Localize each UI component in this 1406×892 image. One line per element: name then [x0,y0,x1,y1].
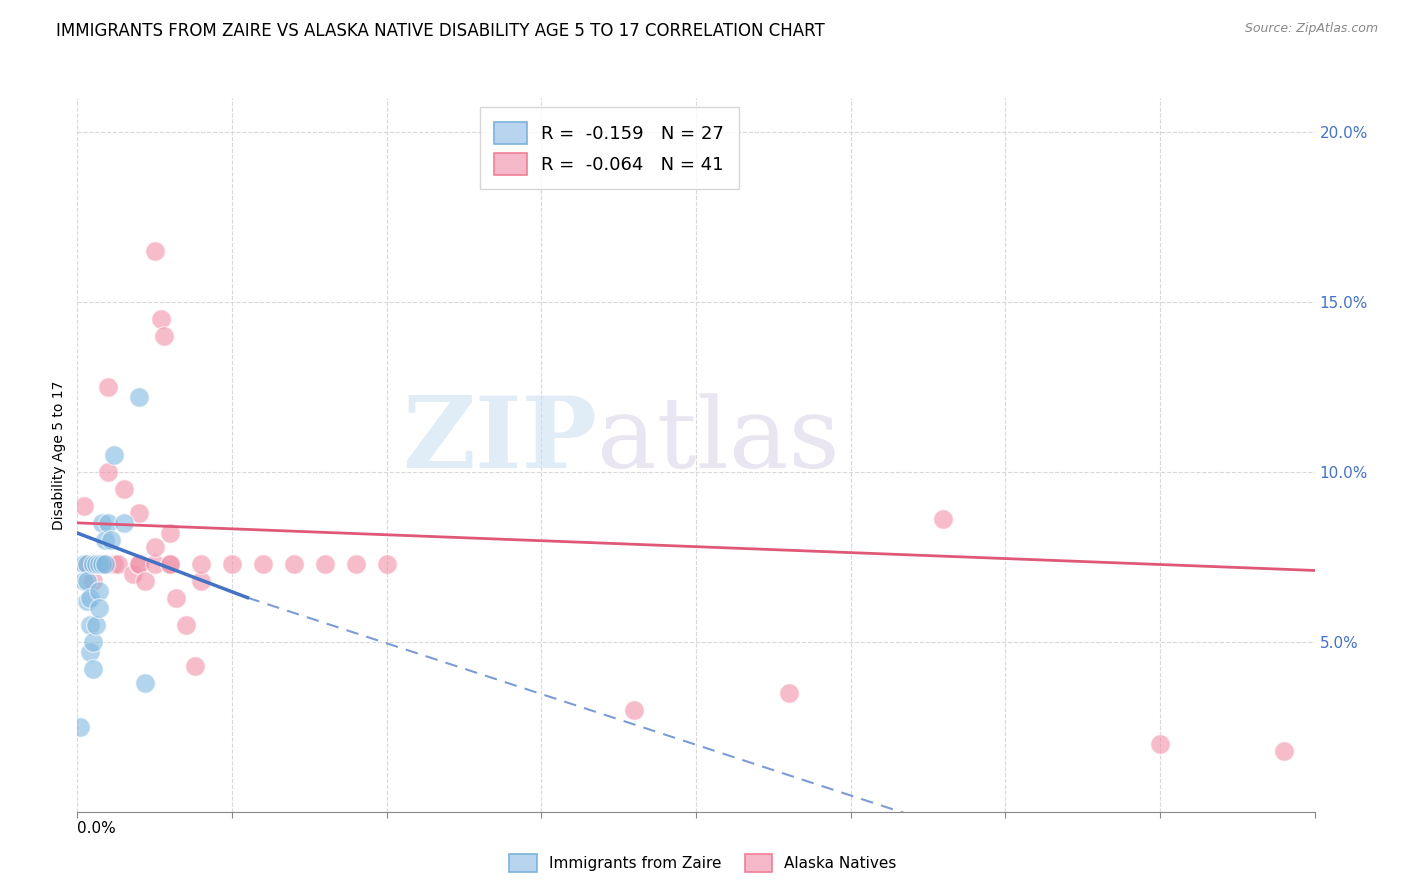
Text: Source: ZipAtlas.com: Source: ZipAtlas.com [1244,22,1378,36]
Point [128,390,150,404]
Point [91,557,114,571]
Point [103,557,125,571]
Point [143,244,166,258]
Point [134,574,156,588]
Text: atlas: atlas [598,392,839,489]
Point [1149,737,1171,751]
Y-axis label: Disability Age 5 to 17: Disability Age 5 to 17 [52,380,66,530]
Point [134,675,156,690]
Point [82,635,104,649]
Point [84,617,107,632]
Point [82,662,104,676]
Point [128,557,150,571]
Text: ZIP: ZIP [402,392,598,489]
Text: IMMIGRANTS FROM ZAIRE VS ALASKA NATIVE DISABILITY AGE 5 TO 17 CORRELATION CHART: IMMIGRANTS FROM ZAIRE VS ALASKA NATIVE D… [56,22,825,40]
Point [174,617,197,632]
Point [128,557,150,571]
Point [190,574,212,588]
Point [143,557,166,571]
Point [149,312,172,326]
Point [221,557,243,571]
Point [159,557,181,571]
Point [184,658,207,673]
Point [112,516,135,530]
Text: 0.0%: 0.0% [77,821,117,836]
Point [314,557,336,571]
Point [79,617,101,632]
Point [84,557,107,571]
Point [82,574,104,588]
Point [72,574,94,588]
Point [79,645,101,659]
Point [1272,743,1295,757]
Point [122,566,145,581]
Point [72,557,94,571]
Point [344,557,367,571]
Point [97,380,120,394]
Point [82,557,104,571]
Point [143,540,166,554]
Point [76,574,98,588]
Point [100,533,122,547]
Point [87,600,110,615]
Point [76,557,98,571]
Point [778,686,800,700]
Legend: Immigrants from Zaire, Alaska Natives: Immigrants from Zaire, Alaska Natives [502,846,904,880]
Point [623,703,645,717]
Point [84,557,107,571]
Point [159,557,181,571]
Point [190,557,212,571]
Point [165,591,187,605]
Point [87,557,110,571]
Point [82,557,104,571]
Point [932,512,955,526]
Point [94,533,117,547]
Point [97,516,120,530]
Point [375,557,398,571]
Point [87,583,110,598]
Point [159,526,181,541]
Legend: R =  -0.159   N = 27, R =  -0.064   N = 41: R = -0.159 N = 27, R = -0.064 N = 41 [479,107,738,189]
Point [87,557,110,571]
Point [79,591,101,605]
Point [128,506,150,520]
Point [69,720,91,734]
Point [283,557,305,571]
Point [103,448,125,462]
Point [72,499,94,513]
Point [252,557,274,571]
Point [107,557,129,571]
Point [94,557,117,571]
Point [76,594,98,608]
Point [112,482,135,496]
Point [97,465,120,479]
Point [91,516,114,530]
Point [153,329,176,343]
Point [76,557,98,571]
Point [91,557,114,571]
